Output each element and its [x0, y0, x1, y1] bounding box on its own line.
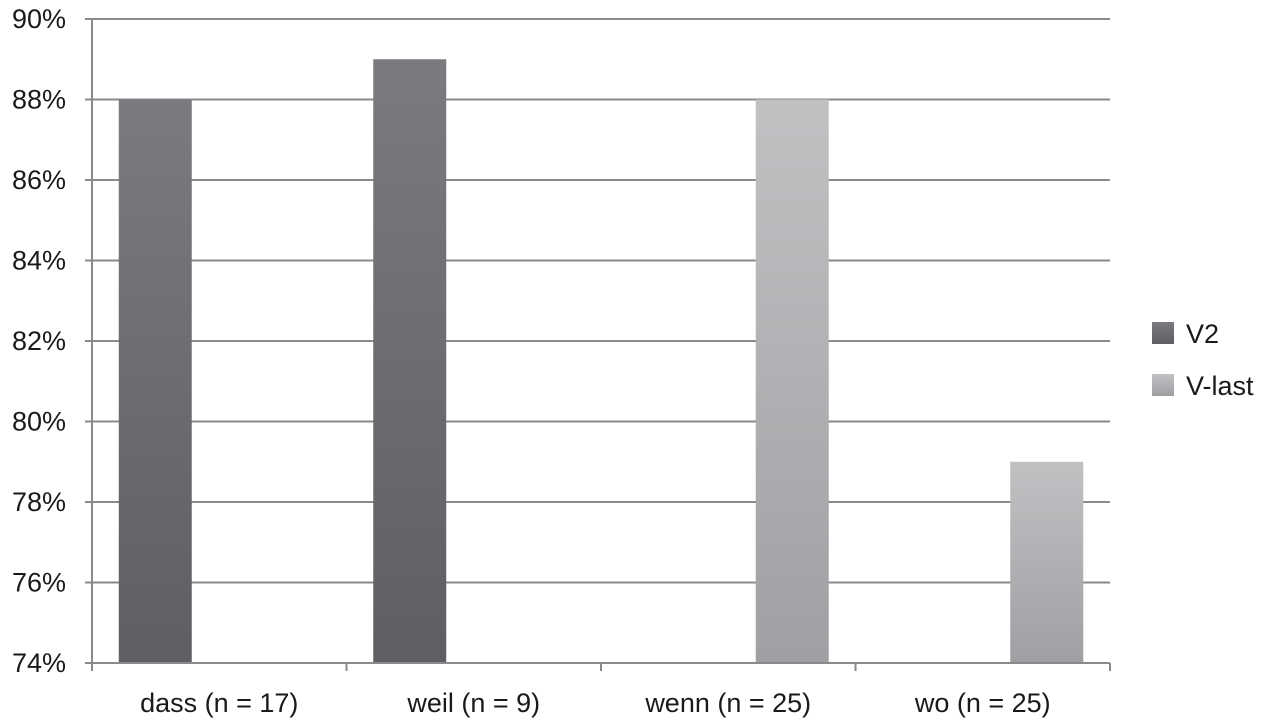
y-tick-label: 82%	[12, 326, 66, 356]
bar	[755, 99, 829, 663]
legend: V2 V-last	[1152, 319, 1254, 401]
y-tick-label: 76%	[12, 568, 66, 598]
x-tick-label: weil (n = 9)	[406, 688, 540, 718]
x-axis-ticks: dass (n = 17) weil (n = 9) wenn (n = 25) wo…	[91, 663, 1111, 718]
y-tick-label: 86%	[12, 165, 66, 195]
y-tick-label: 88%	[12, 85, 66, 115]
legend-swatch	[1152, 322, 1174, 344]
y-axis-ticks: 74% 76% 78% 80% 82% 84% 86% 88% 90%	[12, 4, 92, 678]
x-tick-label: wenn (n = 25)	[644, 688, 811, 718]
legend-label: V2	[1186, 319, 1219, 349]
x-tick-label: wo (n = 25)	[914, 688, 1051, 718]
y-tick-label: 80%	[12, 407, 66, 437]
bar	[1010, 461, 1084, 663]
x-tick-label: dass (n = 17)	[140, 688, 298, 718]
bar	[373, 59, 447, 663]
gridlines	[92, 18, 1110, 584]
y-tick-label: 74%	[12, 648, 66, 678]
y-tick-label: 78%	[12, 487, 66, 517]
legend-label: V-last	[1186, 371, 1254, 401]
legend-swatch	[1152, 374, 1174, 396]
bars	[118, 59, 1084, 663]
y-tick-label: 90%	[12, 4, 66, 34]
y-tick-label: 84%	[12, 246, 66, 276]
bar	[118, 99, 192, 663]
